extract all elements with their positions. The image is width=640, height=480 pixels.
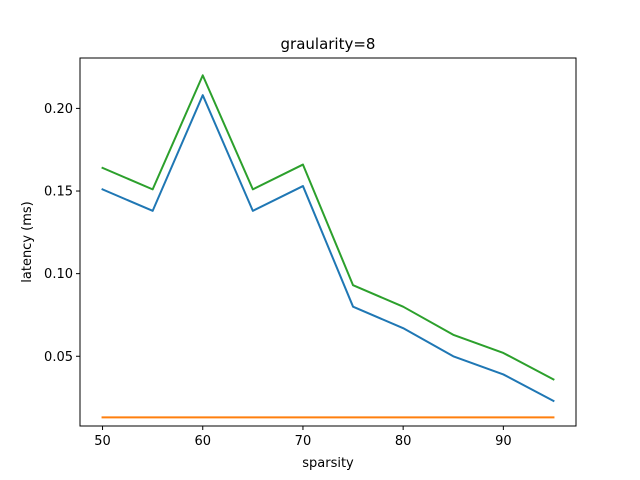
x-tick-label: 80 [395,434,412,449]
x-tick-label: 50 [94,434,111,449]
series-3-line [101,74,555,381]
axes-layer: 50 60 70 80 90 0.05 0.10 0.15 0.20 [44,102,512,449]
x-tick-label: 70 [295,434,312,449]
y-tick-label: 0.05 [44,350,73,365]
series-layer [101,74,555,419]
y-tick-label: 0.10 [44,267,73,282]
x-tick-label: 60 [194,434,211,449]
series-1-line [101,94,555,403]
plot-frame [79,57,577,427]
chart-title: graularity=8 [281,35,376,53]
y-axis-label: latency (ms) [20,201,35,282]
y-tick-label: 0.20 [44,102,73,117]
y-tick-label: 0.15 [44,185,73,200]
x-axis-label: sparsity [302,456,354,471]
x-tick-label: 90 [495,434,512,449]
